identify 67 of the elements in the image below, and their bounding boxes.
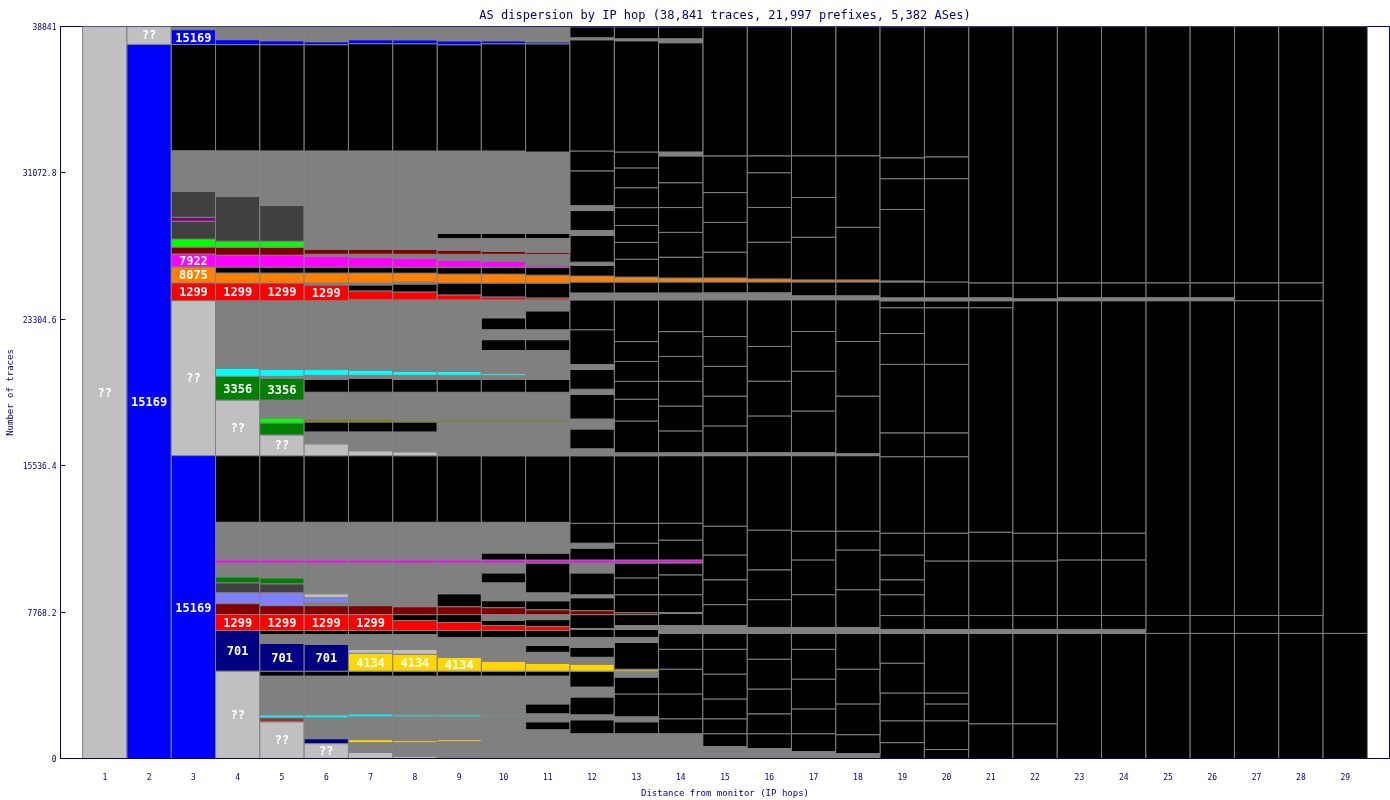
x-tick-label: 4 bbox=[235, 772, 241, 782]
x-tick-label: 28 bbox=[1296, 772, 1306, 782]
y-tick-label: 23304.6 bbox=[22, 315, 57, 325]
series-label: 4134 bbox=[400, 656, 430, 671]
series-label: 1299 bbox=[267, 616, 297, 631]
x-tick-label: 7 bbox=[368, 772, 374, 782]
series-label: 701 bbox=[226, 644, 249, 659]
x-tick-label: 26 bbox=[1207, 772, 1218, 782]
series-label: 1299 bbox=[223, 285, 253, 300]
x-tick-label: 8 bbox=[412, 772, 418, 782]
y-tick-label: 31072.8 bbox=[22, 169, 57, 179]
x-tick-label: 12 bbox=[587, 772, 598, 782]
text: 4134 bbox=[356, 655, 386, 670]
x-tick-label: 22 bbox=[1030, 772, 1041, 782]
x-tick-label: 6 bbox=[323, 772, 329, 782]
y-tick-label: 0 bbox=[51, 755, 57, 764]
series-label: 4134 bbox=[444, 657, 474, 672]
series-label: 15169 bbox=[131, 394, 168, 409]
text: 1299 bbox=[178, 285, 208, 300]
text: 15169 bbox=[175, 600, 212, 615]
y-tick-label: 15536.4 bbox=[22, 462, 57, 472]
y-axis-title: Number of traces bbox=[4, 349, 15, 436]
series-label: 1299 bbox=[356, 616, 386, 631]
series-label: ?? bbox=[141, 28, 157, 43]
chart-title: AS dispersion by IP hop (38,841 traces, 21,997 prefixes, 5,382 ASes) bbox=[479, 7, 971, 22]
x-tick-label: 13 bbox=[631, 772, 642, 782]
x-tick-label: 21 bbox=[985, 772, 996, 782]
y-tick-label: 7768.2 bbox=[27, 608, 57, 618]
x-axis-title: Distance from monitor (IP hops) bbox=[641, 787, 809, 798]
x-tick-label: 24 bbox=[1118, 772, 1129, 782]
x-tick-label: 17 bbox=[808, 772, 819, 782]
x-tick-label: 19 bbox=[897, 772, 908, 782]
x-tick-label: 18 bbox=[853, 772, 863, 782]
series-label: ?? bbox=[230, 420, 245, 435]
series-label: ?? bbox=[274, 438, 290, 453]
series-label: 1299 bbox=[223, 615, 253, 630]
x-tick-label: 15 bbox=[720, 772, 730, 782]
series-label: 7922 bbox=[178, 253, 208, 268]
x-tick-label: 1 bbox=[102, 772, 108, 782]
series-label: 3356 bbox=[223, 381, 253, 396]
x-tick-label: 29 bbox=[1340, 772, 1351, 782]
series-label: 3356 bbox=[267, 382, 297, 397]
x-tick-label: 20 bbox=[941, 772, 952, 782]
x-tick-label: 25 bbox=[1163, 772, 1173, 782]
text: ?? bbox=[274, 733, 290, 748]
series-label: 1299 bbox=[311, 286, 341, 301]
x-tick-label: 27 bbox=[1251, 772, 1262, 782]
text: ?? bbox=[230, 707, 245, 722]
x-tick-label: 5 bbox=[279, 772, 285, 782]
x-tick-label: 14 bbox=[675, 772, 686, 782]
x-tick-label: 2 bbox=[146, 772, 152, 782]
y-tick-label: 38841 bbox=[32, 23, 57, 32]
x-tick-label: 11 bbox=[542, 772, 553, 782]
text: ?? bbox=[97, 385, 113, 400]
series-label: ?? bbox=[319, 744, 334, 759]
x-tick-label: 3 bbox=[190, 772, 196, 782]
series-label: 1299 bbox=[311, 616, 341, 631]
text: ?? bbox=[186, 371, 201, 386]
x-tick-label: 23 bbox=[1074, 772, 1085, 782]
series-label: 701 bbox=[271, 650, 293, 665]
series-label: 701 bbox=[315, 651, 338, 666]
x-tick-label: 9 bbox=[456, 772, 462, 782]
series-label: 15169 bbox=[175, 30, 212, 45]
series-label: 1299 bbox=[267, 285, 297, 300]
x-tick-label: 16 bbox=[764, 772, 775, 782]
x-tick-label: 10 bbox=[498, 772, 509, 782]
series-label: 8075 bbox=[178, 268, 208, 283]
